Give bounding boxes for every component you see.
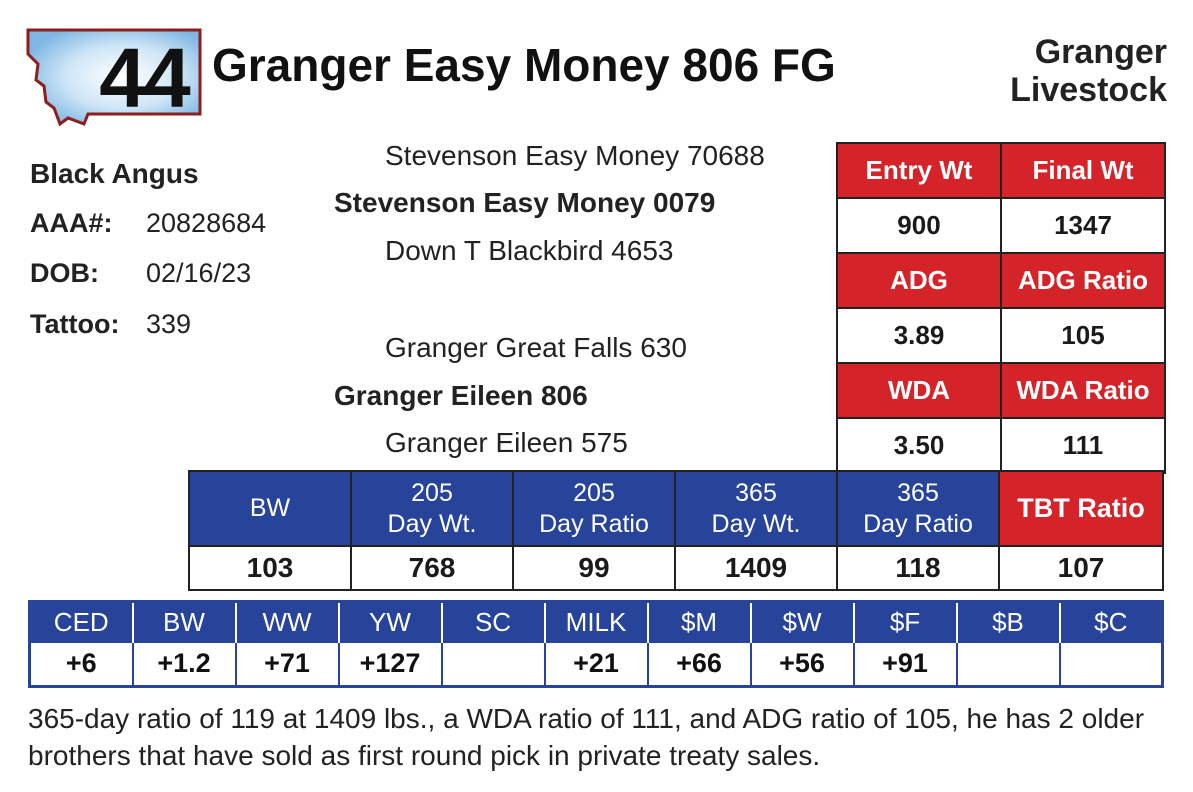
epd-header: $M bbox=[647, 601, 752, 643]
epd-value: +71 bbox=[235, 642, 340, 687]
pedigree-sire-dam: Down T Blackbird 4653 bbox=[385, 235, 674, 266]
final-wt-label: Final Wt bbox=[1000, 142, 1166, 199]
weights-header-line: 205 bbox=[411, 478, 453, 507]
epd-header: SC bbox=[441, 601, 546, 643]
weights-value-365-wt: 1409 bbox=[674, 545, 838, 591]
tattoo-row: Tattoo: 339 bbox=[30, 309, 191, 340]
epd-value: +56 bbox=[750, 642, 855, 687]
aaa-label: AAA#: bbox=[30, 208, 113, 238]
dob-row: DOB: 02/16/23 bbox=[30, 258, 251, 289]
epd-value-row: +6 +1.2 +71 +127 +21 +66 +56 +91 bbox=[29, 642, 1163, 687]
epd-value: +6 bbox=[29, 642, 134, 687]
performance-table: Entry Wt Final Wt 900 1347 ADG ADG Ratio… bbox=[836, 142, 1166, 474]
pedigree-dam-dam: Granger Eileen 575 bbox=[385, 427, 628, 458]
weights-value-tbt-ratio: 107 bbox=[998, 545, 1164, 591]
weights-header-line: BW bbox=[249, 494, 291, 522]
weights-header-tbt-ratio: TBT Ratio bbox=[998, 470, 1164, 547]
wda-value: 3.50 bbox=[836, 417, 1002, 474]
dob-label: DOB: bbox=[30, 258, 99, 288]
epd-header: $W bbox=[750, 601, 855, 643]
weights-header-line: Day Wt. bbox=[711, 509, 801, 538]
weights-value-205-wt: 768 bbox=[350, 545, 514, 591]
epd-header: $C bbox=[1059, 601, 1163, 643]
adg-ratio-value: 105 bbox=[1000, 307, 1166, 364]
pedigree-dam: Granger Eileen 806 bbox=[334, 380, 588, 411]
wda-ratio-value: 111 bbox=[1000, 417, 1166, 474]
wda-ratio-label: WDA Ratio bbox=[1000, 362, 1166, 419]
breed: Black Angus bbox=[30, 158, 199, 189]
dob-value: 02/16/23 bbox=[146, 258, 252, 288]
montana-state-outline-icon bbox=[26, 28, 202, 127]
epd-header: WW bbox=[235, 601, 340, 643]
weights-table: BW 205 Day Wt. 205 Day Ratio 365 Day Wt. 36… bbox=[188, 470, 1164, 591]
entry-wt-value: 900 bbox=[836, 197, 1002, 254]
tattoo-label: Tattoo: bbox=[30, 309, 120, 339]
footnote: 365-day ratio of 119 at 1409 lbs., a WDA… bbox=[28, 703, 1145, 771]
epd-value: +127 bbox=[338, 642, 443, 687]
pedigree-sire-sire: Stevenson Easy Money 70688 bbox=[385, 140, 765, 171]
weights-header-205-ratio: 205 Day Ratio bbox=[512, 470, 676, 547]
epd-value: +21 bbox=[544, 642, 649, 687]
animal-name: Granger Easy Money 806 FG bbox=[212, 39, 836, 91]
lot-badge: 44 bbox=[24, 28, 204, 128]
epd-header-row: CED BW WW YW SC MILK $M $W $F $B $C bbox=[29, 601, 1163, 643]
epd-header: YW bbox=[338, 601, 443, 643]
weights-header-205-wt: 205 Day Wt. bbox=[350, 470, 514, 547]
lot-number: 44 bbox=[99, 31, 190, 125]
weights-header-line: Day Ratio bbox=[863, 509, 973, 538]
weights-header-line: TBT Ratio bbox=[1017, 493, 1145, 523]
epd-header: $B bbox=[956, 601, 1061, 643]
entry-wt-label: Entry Wt bbox=[836, 142, 1002, 199]
weights-header-365-wt: 365 Day Wt. bbox=[674, 470, 838, 547]
weights-value-bw: 103 bbox=[188, 545, 352, 591]
adg-ratio-label: ADG Ratio bbox=[1000, 252, 1166, 309]
pedigree-dam-sire: Granger Great Falls 630 bbox=[385, 332, 687, 363]
adg-label: ADG bbox=[836, 252, 1002, 309]
epd-value bbox=[441, 642, 546, 687]
epd-value bbox=[1060, 643, 1163, 687]
epd-header: $F bbox=[853, 601, 958, 643]
breeder-line-2: Livestock bbox=[1010, 71, 1167, 109]
breeder-name: Granger Livestock bbox=[1010, 33, 1167, 109]
adg-value: 3.89 bbox=[836, 307, 1002, 364]
final-wt-value: 1347 bbox=[1000, 197, 1166, 254]
breeder-line-1: Granger bbox=[1034, 33, 1167, 71]
weights-header-365-ratio: 365 Day Ratio bbox=[836, 470, 1000, 547]
epd-value: +66 bbox=[647, 642, 752, 687]
weights-value-365-ratio: 118 bbox=[836, 545, 1000, 591]
weights-header-bw: BW bbox=[188, 470, 352, 547]
weights-value-205-ratio: 99 bbox=[512, 545, 676, 591]
weights-header-line: 365 bbox=[897, 478, 939, 507]
tattoo-value: 339 bbox=[146, 309, 192, 339]
epd-value: +1.2 bbox=[132, 642, 237, 687]
weights-header-line: Day Wt. bbox=[387, 509, 477, 538]
aaa-row: AAA#: 20828684 bbox=[30, 208, 266, 239]
weights-header-line: Day Ratio bbox=[539, 509, 649, 538]
epd-value bbox=[956, 642, 1061, 687]
epd-header: MILK bbox=[544, 601, 649, 643]
epd-value: +91 bbox=[853, 642, 958, 687]
aaa-value: 20828684 bbox=[146, 208, 267, 238]
epd-table: CED BW WW YW SC MILK $M $W $F $B $C +6 +… bbox=[28, 600, 1164, 688]
epd-header: CED bbox=[29, 601, 134, 643]
epd-header: BW bbox=[132, 601, 237, 643]
wda-label: WDA bbox=[836, 362, 1002, 419]
weights-header-line: 205 bbox=[573, 478, 615, 507]
pedigree-sire: Stevenson Easy Money 0079 bbox=[334, 187, 716, 218]
weights-header-line: 365 bbox=[735, 478, 777, 507]
